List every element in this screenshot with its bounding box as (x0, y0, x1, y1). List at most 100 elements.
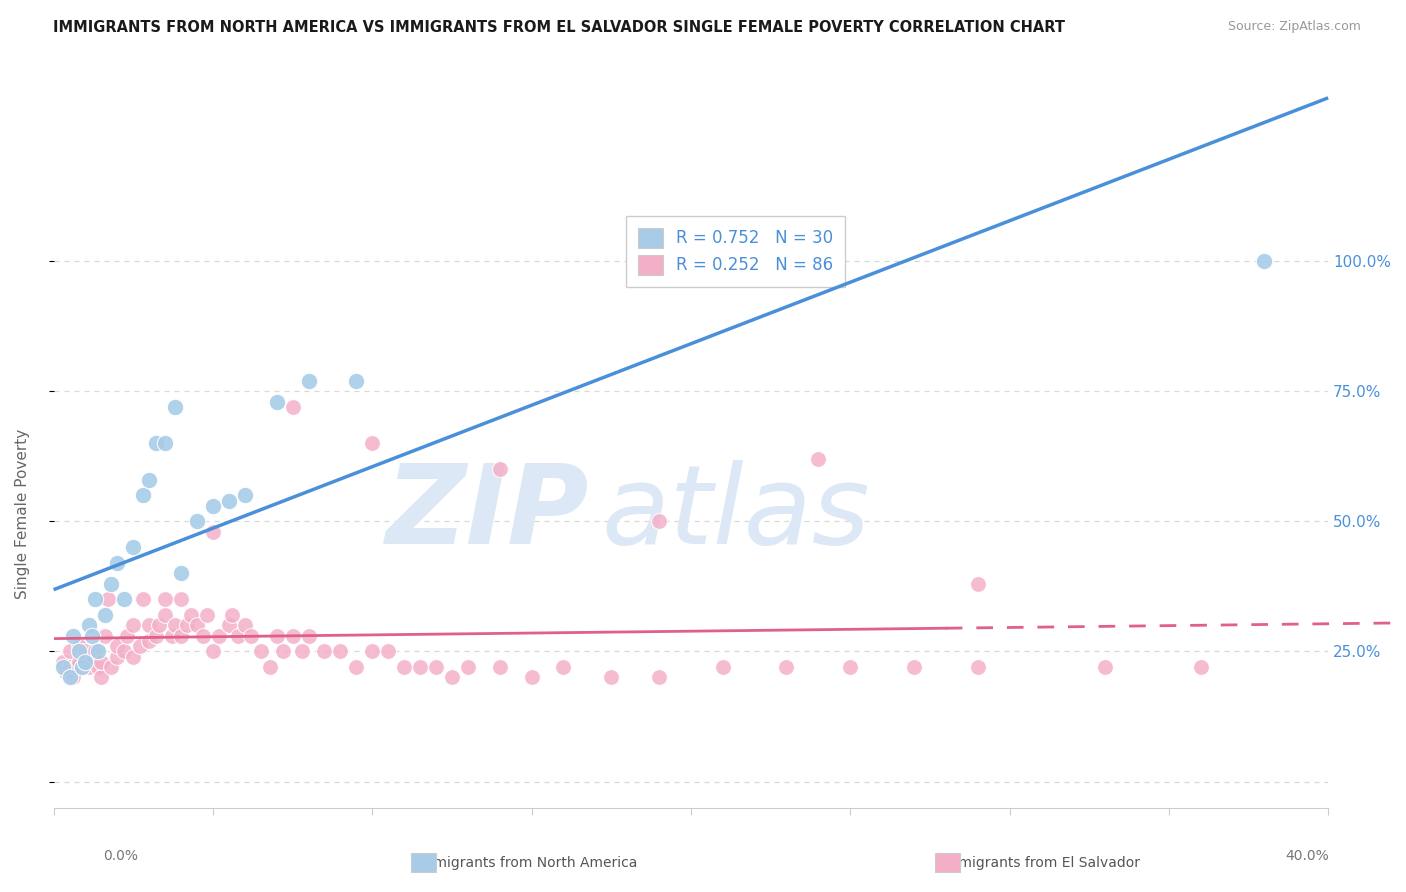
Point (84, 644, 107, 658)
Point (170, 566, 193, 581)
Point (314, 644, 336, 658)
Point (77, 618, 100, 632)
Point (112, 644, 135, 658)
Point (100, 660, 122, 674)
Point (138, 618, 160, 632)
Point (67, 655, 90, 669)
Text: Source: ZipAtlas.com: Source: ZipAtlas.com (1227, 20, 1361, 33)
Point (75, 655, 97, 669)
Point (72, 660, 94, 674)
Point (457, 660, 479, 674)
Point (132, 488, 155, 502)
Point (201, 644, 224, 658)
Point (58, 660, 80, 674)
Point (344, 374, 367, 388)
Point (138, 634, 160, 648)
Point (266, 629, 288, 643)
Point (409, 660, 432, 674)
Point (105, 649, 128, 664)
Point (488, 462, 510, 476)
Point (145, 629, 167, 643)
Point (163, 618, 186, 632)
Point (65, 660, 87, 674)
Point (553, 660, 575, 674)
Legend: R = 0.752   N = 30, R = 0.252   N = 86: R = 0.752 N = 30, R = 0.252 N = 86 (626, 216, 845, 286)
Point (208, 629, 231, 643)
Point (218, 618, 240, 632)
Point (233, 618, 256, 632)
Point (259, 660, 281, 674)
Point (112, 592, 135, 607)
Point (160, 629, 183, 643)
Point (105, 640, 128, 654)
Point (153, 436, 176, 450)
Point (297, 374, 319, 388)
Point (266, 394, 288, 409)
Point (145, 436, 167, 450)
Point (201, 499, 224, 513)
Point (170, 592, 193, 607)
Point (281, 629, 304, 643)
Point (233, 488, 256, 502)
Point (90, 671, 112, 685)
Point (67, 640, 90, 654)
Point (62, 671, 84, 685)
Text: 0.0%: 0.0% (103, 849, 138, 863)
Point (75, 644, 97, 658)
Point (193, 629, 215, 643)
Text: 40.0%: 40.0% (1285, 849, 1329, 863)
Point (440, 671, 463, 685)
Text: atlas: atlas (602, 460, 870, 567)
Point (80, 629, 103, 643)
Point (520, 671, 543, 685)
Point (180, 608, 202, 623)
Point (87, 660, 110, 674)
Point (170, 629, 193, 643)
Point (77, 660, 100, 674)
Point (163, 400, 186, 414)
Point (122, 618, 145, 632)
Point (228, 629, 250, 643)
Point (62, 629, 84, 643)
Point (132, 592, 155, 607)
Point (361, 436, 384, 450)
Point (711, 660, 734, 674)
Point (122, 541, 145, 555)
Point (281, 400, 304, 414)
Point (488, 660, 510, 674)
Text: Immigrants from El Salvador: Immigrants from El Salvador (941, 855, 1140, 870)
Point (115, 629, 138, 643)
Point (72, 660, 94, 674)
Text: Immigrants from North America: Immigrants from North America (416, 855, 637, 870)
Point (679, 254, 702, 268)
Point (648, 514, 671, 528)
Point (100, 576, 122, 591)
Point (80, 655, 103, 669)
Point (67, 644, 90, 658)
Point (55, 665, 77, 680)
Point (240, 629, 263, 643)
Point (128, 640, 150, 654)
Point (153, 592, 176, 607)
Point (153, 608, 176, 623)
Point (186, 618, 208, 632)
Text: IMMIGRANTS FROM NORTH AMERICA VS IMMIGRANTS FROM EL SALVADOR SINGLE FEMALE POVER: IMMIGRANTS FROM NORTH AMERICA VS IMMIGRA… (53, 20, 1066, 35)
Point (122, 649, 145, 664)
Point (58, 644, 80, 658)
Y-axis label: Single Female Poverty: Single Female Poverty (15, 428, 30, 599)
Point (90, 655, 112, 669)
Point (148, 618, 170, 632)
Point (329, 644, 352, 658)
Point (377, 644, 399, 658)
Point (58, 671, 80, 685)
Point (138, 473, 160, 487)
Point (1189, 660, 1212, 674)
Point (392, 660, 415, 674)
Point (52, 660, 75, 674)
Point (97, 592, 120, 607)
Point (52, 655, 75, 669)
Point (93, 608, 115, 623)
Text: ZIP: ZIP (385, 460, 589, 567)
Point (176, 618, 198, 632)
Point (903, 660, 925, 674)
